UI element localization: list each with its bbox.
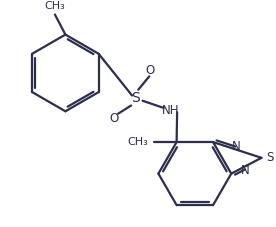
Text: O: O <box>110 112 119 125</box>
Text: N: N <box>241 163 250 177</box>
Text: CH₃: CH₃ <box>127 137 148 147</box>
Text: S: S <box>131 91 140 105</box>
Text: CH₃: CH₃ <box>44 1 65 11</box>
Text: N: N <box>232 140 241 153</box>
Text: S: S <box>266 151 274 164</box>
Text: NH: NH <box>162 104 179 117</box>
Text: O: O <box>146 64 155 77</box>
